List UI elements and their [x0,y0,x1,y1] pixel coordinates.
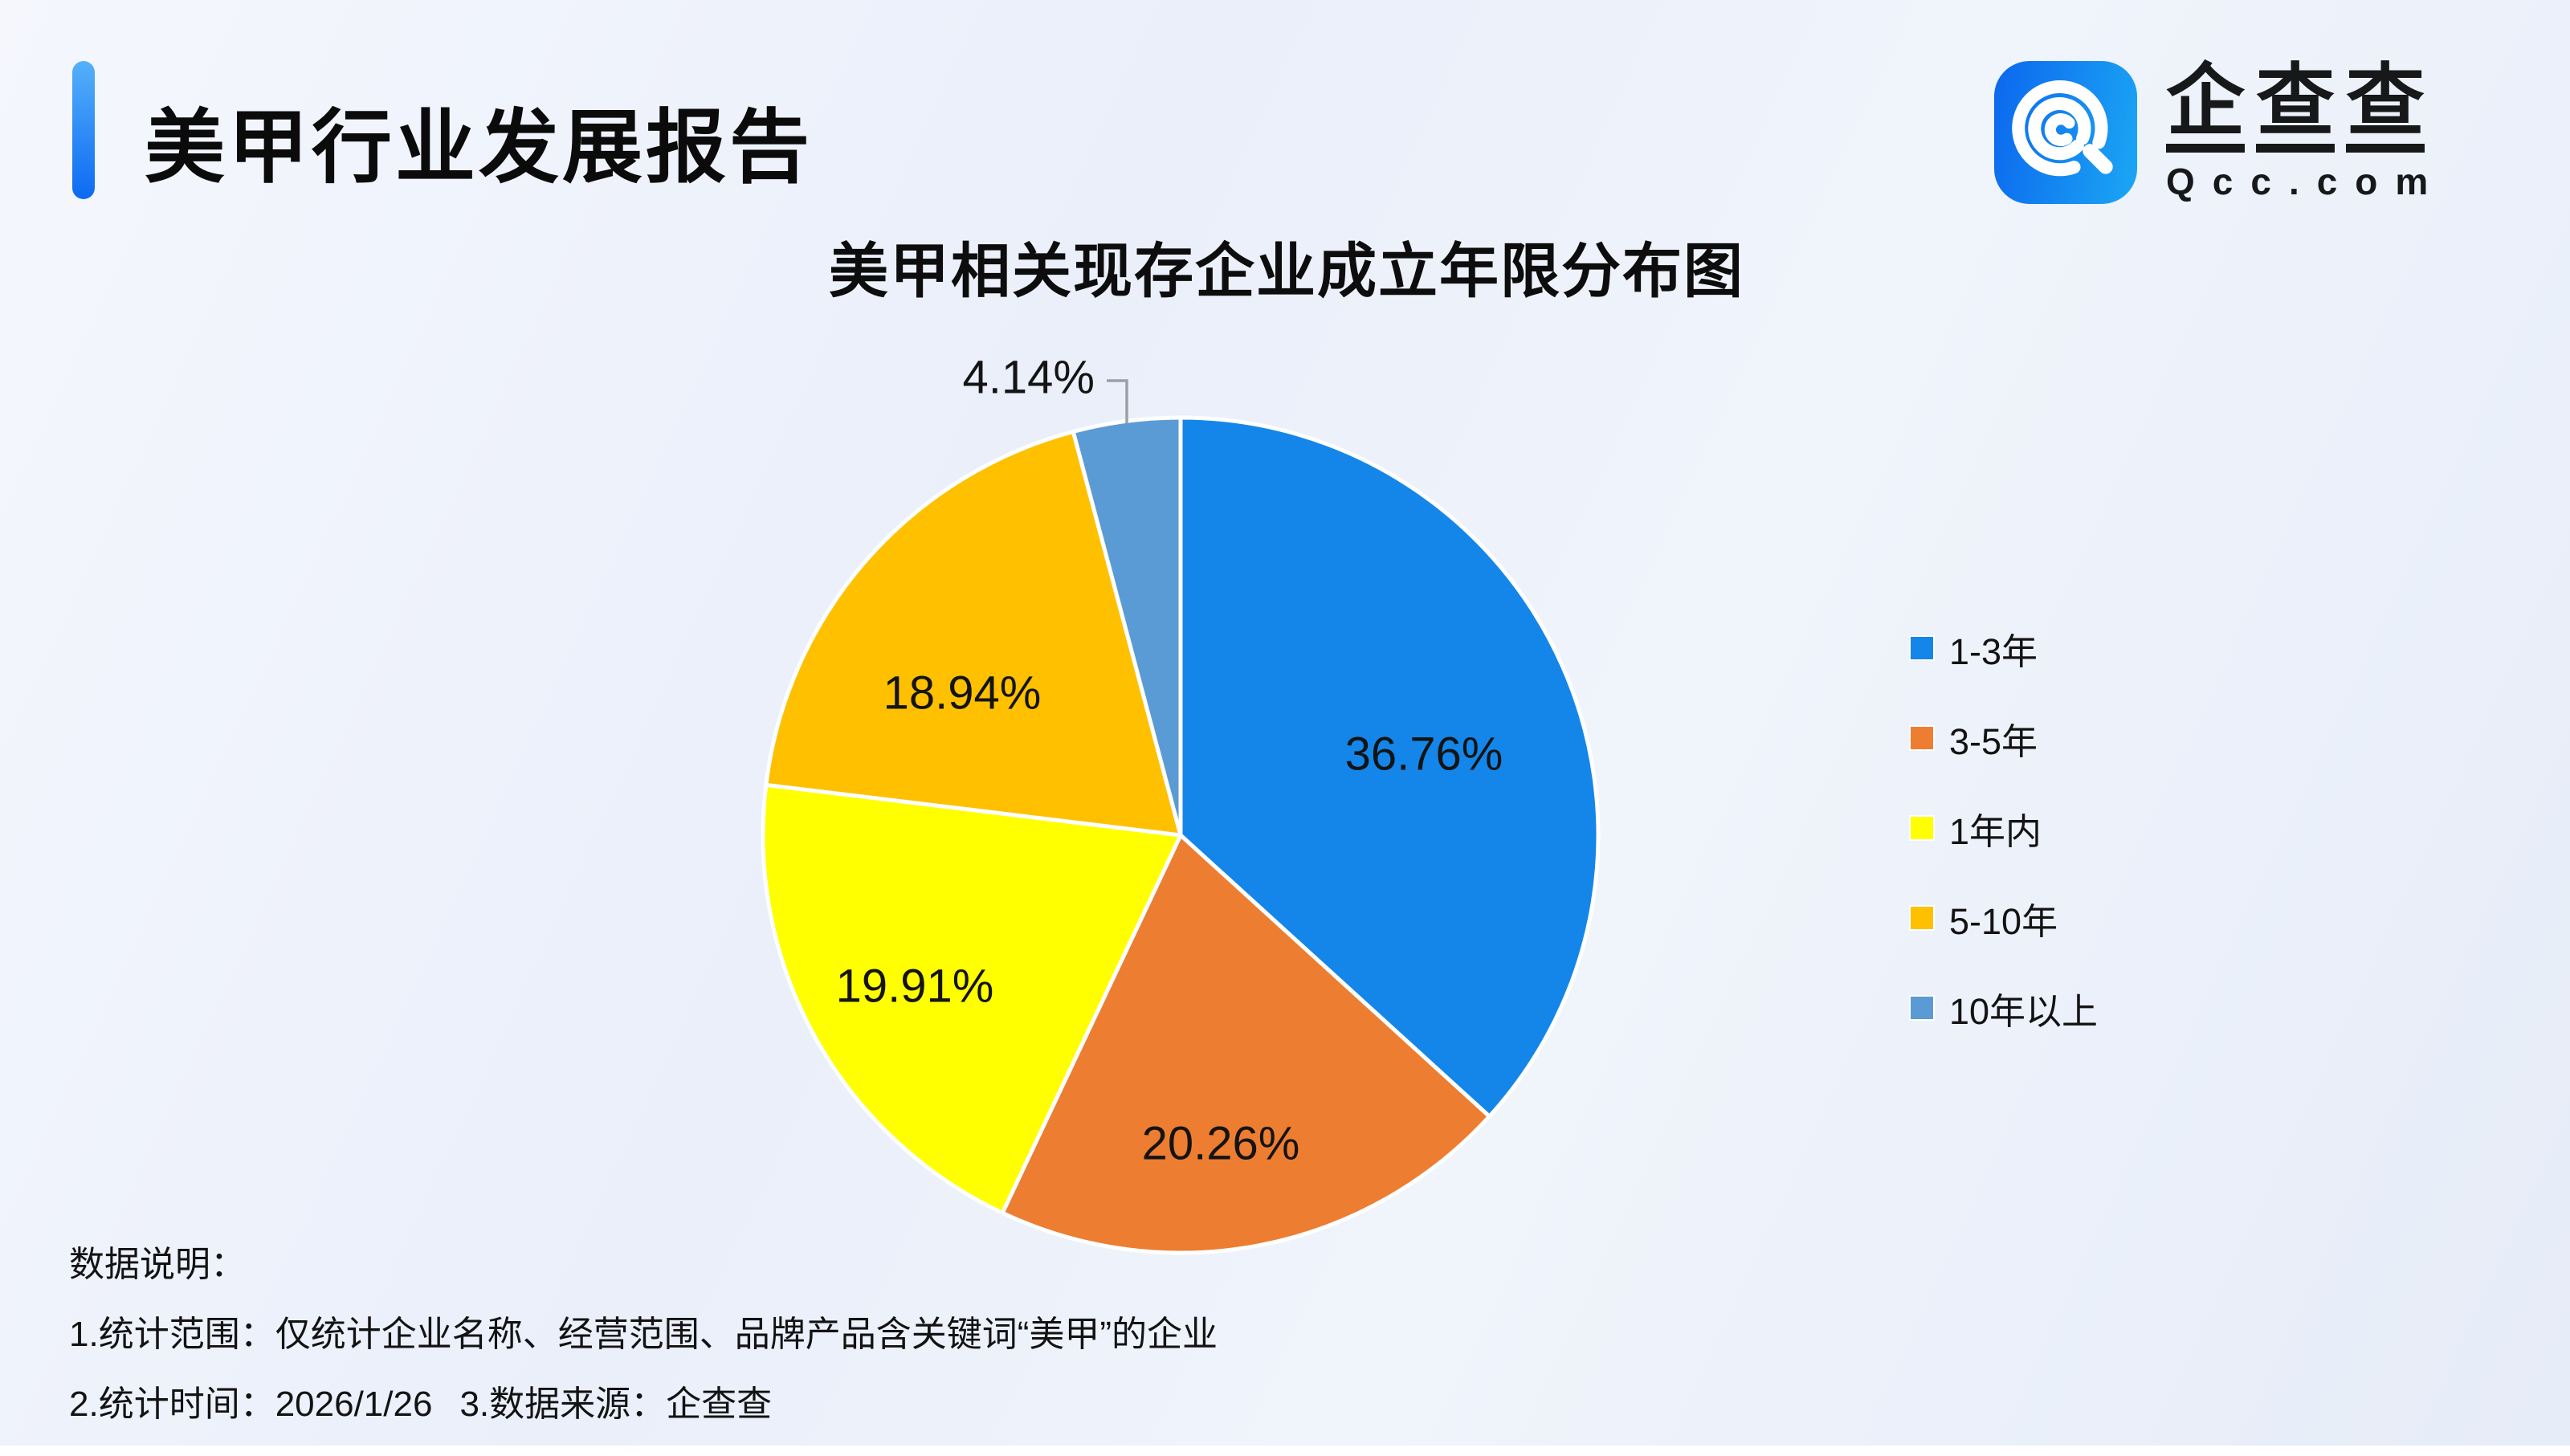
notes-heading: 数据说明： [69,1245,246,1284]
magnifier-q-icon [2012,80,2113,177]
pie-slice-2[interactable] [761,782,1183,1215]
qcc-logo-domain: Qcc.com [2166,161,2446,202]
title-accent-bar [72,61,95,199]
qcc-logo-text: 企 查 查 Qcc.com [2166,61,2446,203]
legend-swatch [1909,725,1935,751]
legend-item-4[interactable]: 10年以上 [1909,989,2098,1032]
report-title: 美甲行业发展报告 [145,103,813,193]
legend-label: 1-3年 [1949,630,2038,672]
logo-char: 查 [2256,61,2335,153]
pie-callout-line [1107,379,1128,423]
legend-item-2[interactable]: 1年内 [1909,810,2098,852]
legend-swatch [1909,995,1935,1021]
pie-label-1: 20.26% [1142,1118,1300,1170]
logo-char: 查 [2346,61,2425,153]
legend: 1-3年 3-5年 1年内 5-10年 10年以上 [1909,630,2098,1079]
pie-label-3: 18.94% [883,667,1042,720]
legend-label: 3-5年 [1949,720,2038,762]
pie-slice-1[interactable] [1000,833,1491,1255]
notes-time: 2.统计时间：2026/1/26 [69,1385,433,1424]
legend-label: 5-10年 [1949,900,2058,942]
chart-title: 美甲相关现存企业成立年限分布图 [829,238,1744,304]
notes-source: 3.数据来源：企查查 [459,1385,773,1424]
legend-swatch [1909,815,1935,841]
pie-slice-0[interactable] [1178,415,1601,1119]
data-notes: 数据说明： 1.统计范围：仅统计企业名称、经营范围、品牌产品含关键词“美甲”的企… [69,1246,1218,1456]
logo-char: 企 [2166,61,2246,153]
qcc-logo-icon [1994,61,2137,204]
notes-line-2: 2.统计时间：2026/1/26 3.数据来源：企查查 [69,1386,1218,1423]
pie-label-2: 19.91% [836,960,994,1013]
qcc-logo: 企 查 查 Qcc.com [1994,61,2446,204]
pie-label-4: 4.14% [963,352,1095,404]
pie-label-0: 36.76% [1345,728,1503,781]
legend-swatch [1909,905,1935,931]
legend-label: 10年以上 [1949,990,2099,1032]
legend-item-1[interactable]: 3-5年 [1909,720,2098,762]
legend-swatch [1909,635,1935,661]
legend-item-3[interactable]: 5-10年 [1909,899,2098,942]
qcc-logo-cn: 企 查 查 [2166,61,2446,153]
pie-slice-3[interactable] [764,430,1183,838]
legend-item-0[interactable]: 1-3年 [1909,630,2098,672]
notes-line-1: 1.统计范围：仅统计企业名称、经营范围、品牌产品含关键词“美甲”的企业 [69,1315,1218,1354]
legend-label: 1年内 [1949,810,2042,852]
